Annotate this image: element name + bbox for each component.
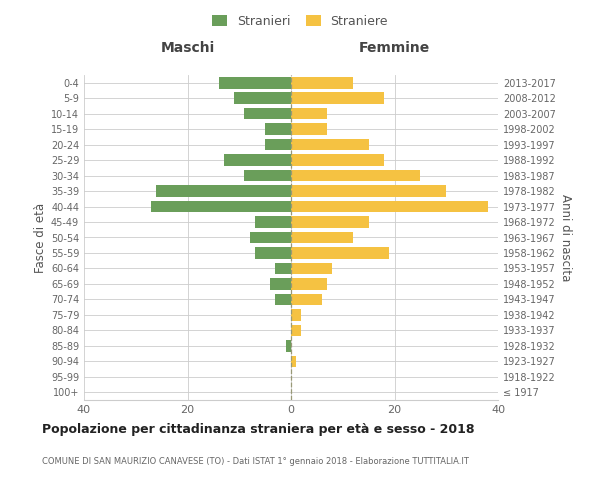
Bar: [286, 340, 291, 351]
Bar: [271, 278, 291, 289]
Y-axis label: Fasce di età: Fasce di età: [34, 202, 47, 272]
Bar: [291, 154, 384, 166]
Bar: [291, 356, 296, 367]
Bar: [291, 92, 384, 104]
Legend: Stranieri, Straniere: Stranieri, Straniere: [208, 11, 392, 32]
Bar: [265, 124, 291, 135]
Text: COMUNE DI SAN MAURIZIO CANAVESE (TO) - Dati ISTAT 1° gennaio 2018 - Elaborazione: COMUNE DI SAN MAURIZIO CANAVESE (TO) - D…: [42, 458, 469, 466]
Bar: [255, 216, 291, 228]
Bar: [275, 262, 291, 274]
Bar: [275, 294, 291, 305]
Bar: [265, 139, 291, 150]
Bar: [244, 108, 291, 120]
Text: Femmine: Femmine: [359, 41, 430, 55]
Bar: [291, 186, 446, 197]
Bar: [291, 262, 332, 274]
Bar: [291, 77, 353, 88]
Bar: [151, 200, 291, 212]
Bar: [291, 247, 389, 259]
Bar: [244, 170, 291, 181]
Bar: [291, 200, 488, 212]
Bar: [291, 278, 327, 289]
Bar: [255, 247, 291, 259]
Bar: [291, 216, 368, 228]
Bar: [291, 108, 327, 120]
Bar: [291, 139, 368, 150]
Bar: [218, 77, 291, 88]
Y-axis label: Anni di nascita: Anni di nascita: [559, 194, 572, 281]
Bar: [224, 154, 291, 166]
Text: Popolazione per cittadinanza straniera per età e sesso - 2018: Popolazione per cittadinanza straniera p…: [42, 422, 475, 436]
Bar: [291, 124, 327, 135]
Bar: [291, 294, 322, 305]
Bar: [234, 92, 291, 104]
Bar: [291, 170, 421, 181]
Bar: [291, 309, 301, 320]
Bar: [157, 186, 291, 197]
Bar: [291, 324, 301, 336]
Bar: [250, 232, 291, 243]
Bar: [291, 232, 353, 243]
Text: Maschi: Maschi: [160, 41, 215, 55]
